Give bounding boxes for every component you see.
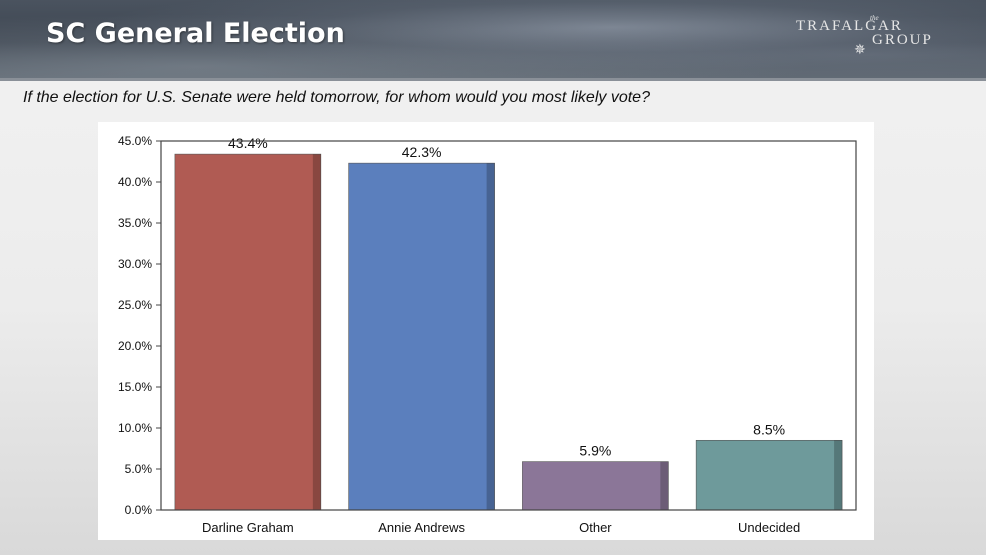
bar-value-label: 5.9% [579,443,611,459]
x-category-label: Other [579,520,612,535]
y-tick-label: 30.0% [118,257,152,271]
bar-shade [312,154,321,510]
bar-group: 8.5% Undecided [695,421,843,535]
chart-area: 0.0% 5.0% 10.0% 15.0% 20.0% 25.0% 30.0% 35.0% 40… [98,122,874,540]
y-tick-label: 40.0% [118,175,152,189]
y-tick-label: 20.0% [118,339,152,353]
compass-star-icon: ✵ [854,43,866,58]
slide-title: SC General Election [46,18,345,49]
bar [522,461,669,511]
y-tick-label: 10.0% [118,421,152,435]
bar-shade [834,440,843,510]
bar [695,439,843,511]
logo-the: the [870,14,879,22]
bar [348,162,495,511]
y-tick-label: 15.0% [118,380,152,394]
y-tick-label: 25.0% [118,298,152,312]
x-category-label: Darline Graham [202,520,294,535]
bar-shade [486,163,495,510]
x-category-label: Undecided [738,520,800,535]
x-category-label: Annie Andrews [378,520,465,535]
bar-group: 42.3% Annie Andrews [348,144,495,535]
bar-shade [660,461,669,510]
bar-value-label: 8.5% [753,421,785,437]
bar-group: 5.9% Other [522,443,669,535]
header-banner: SC General Election the TRAFALGAR GROUP … [0,0,986,81]
bar-value-label: 42.3% [402,144,442,160]
plot-frame [160,140,857,511]
y-tick-label: 0.0% [125,503,153,517]
y-tick-label: 5.0% [125,462,153,476]
y-tick-label: 45.0% [118,134,152,148]
survey-question: If the election for U.S. Senate were hel… [23,89,650,106]
y-tick-label: 35.0% [118,216,152,230]
bar [174,153,322,511]
bar-chart: 0.0% 5.0% 10.0% 15.0% 20.0% 25.0% 30.0% 35.0% 40… [118,134,857,535]
bar-group: 43.4% Darline Graham [174,135,322,535]
logo-line1: TRAFALGAR [796,18,903,34]
bar-value-label: 43.4% [228,135,268,151]
logo-line2: GROUP [872,32,933,48]
trafalgar-logo: the TRAFALGAR GROUP ✵ [796,14,956,64]
